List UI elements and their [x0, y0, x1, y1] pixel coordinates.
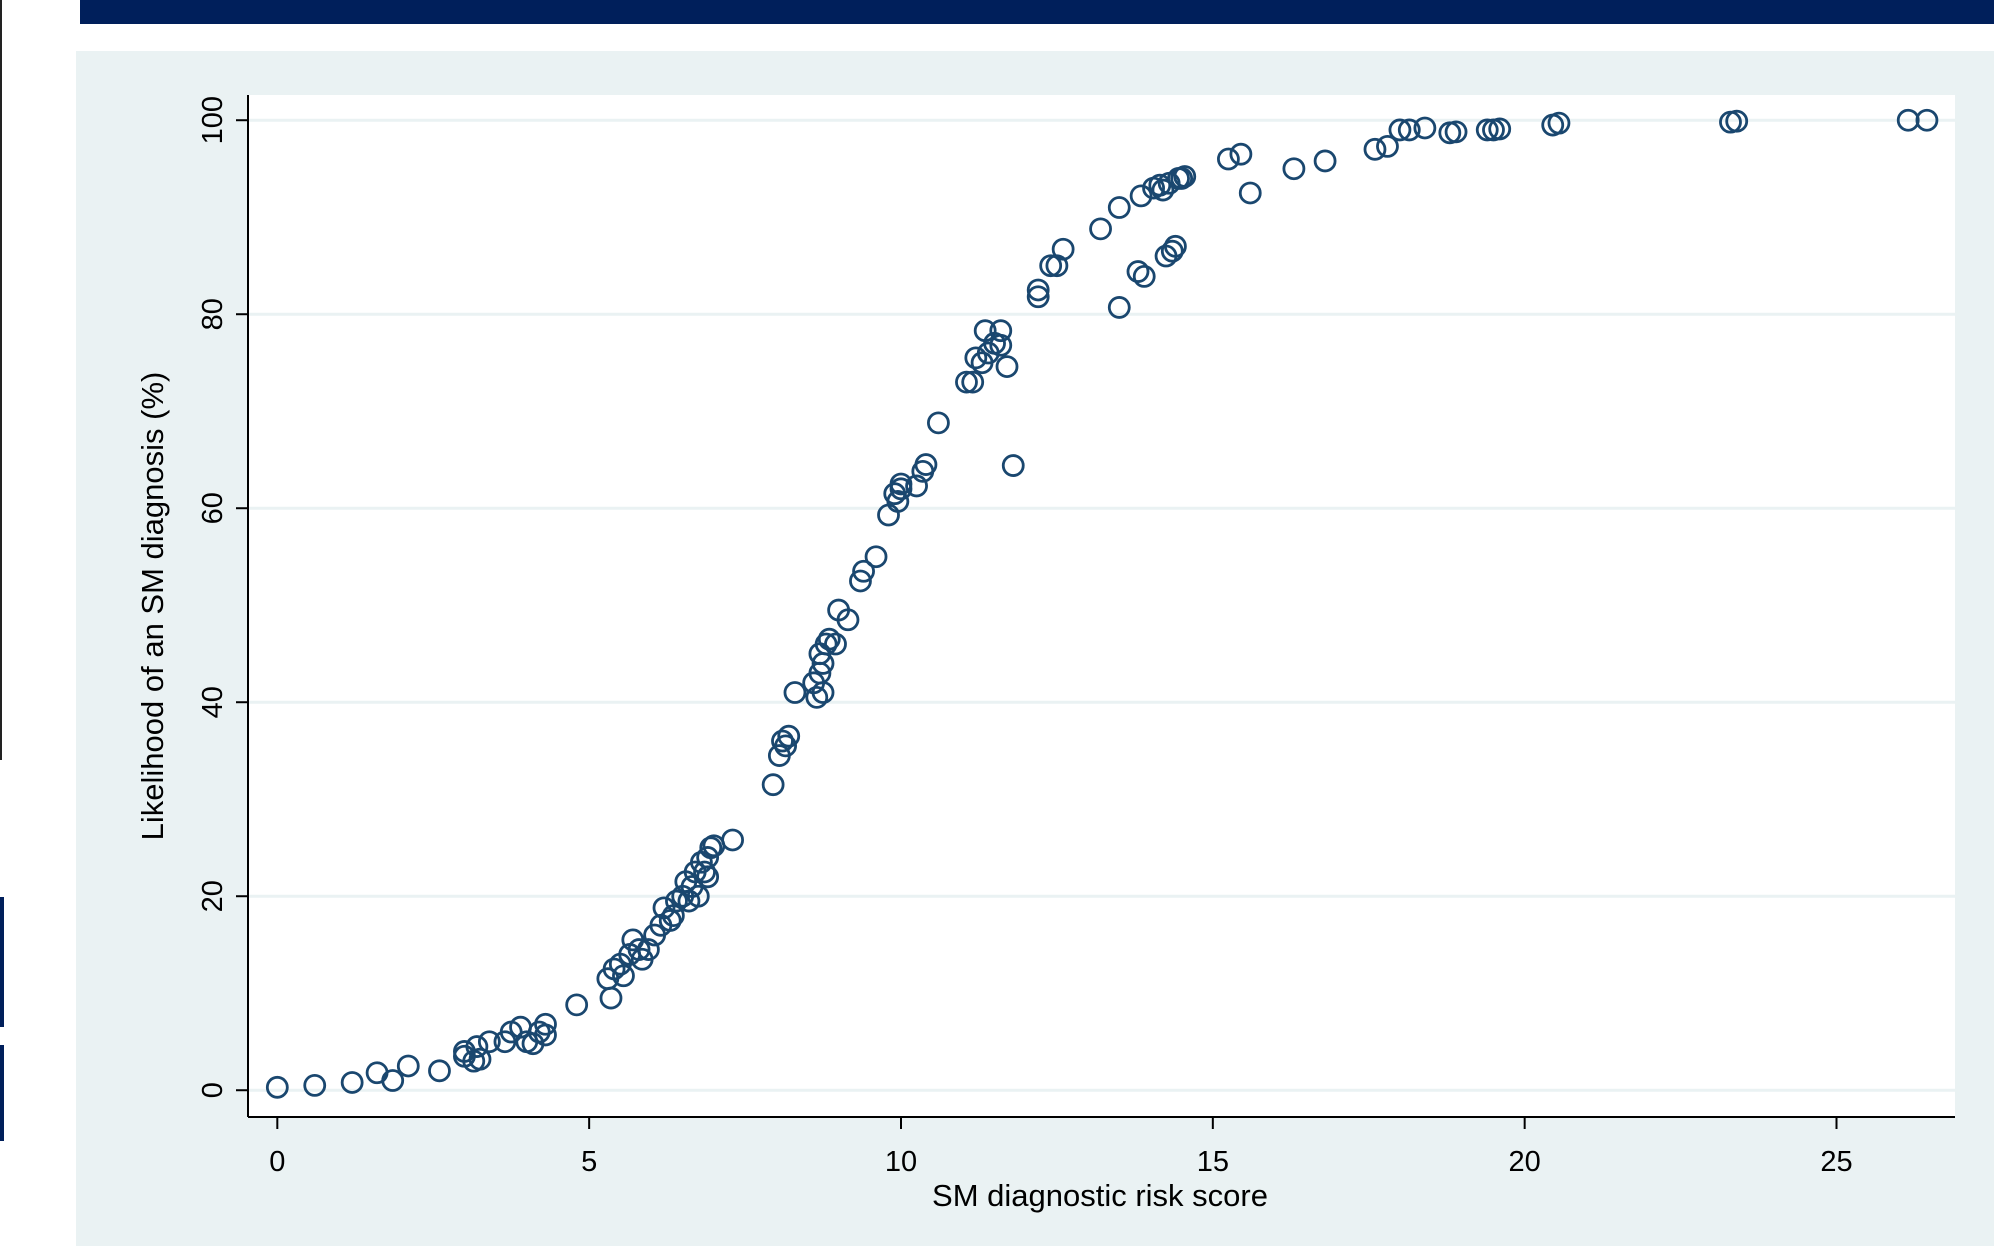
point	[1107, 196, 1131, 219]
point	[805, 685, 829, 709]
point	[1363, 137, 1387, 161]
y-tick-label: 0	[197, 1082, 229, 1098]
point	[761, 773, 785, 797]
point	[1129, 184, 1153, 208]
point	[1444, 120, 1468, 144]
plot-area	[248, 95, 1955, 1117]
point	[1725, 109, 1749, 133]
point	[886, 490, 910, 513]
point	[964, 346, 988, 370]
point	[612, 964, 635, 988]
y-tick-label: 20	[197, 880, 229, 912]
point	[1164, 234, 1187, 258]
x-tick-label: 0	[269, 1146, 285, 1178]
point	[1229, 142, 1253, 166]
point	[1475, 118, 1499, 142]
point	[927, 411, 950, 435]
point	[565, 993, 589, 1017]
point	[814, 632, 838, 656]
point	[1089, 217, 1112, 241]
point	[1107, 296, 1131, 319]
point	[1026, 278, 1050, 302]
point	[777, 724, 801, 748]
y-tick-label: 40	[197, 686, 229, 718]
x-tick-label: 10	[885, 1146, 917, 1178]
point	[783, 681, 807, 704]
point	[534, 1023, 557, 1047]
point	[1151, 178, 1175, 202]
point	[627, 938, 651, 961]
point	[989, 333, 1013, 357]
header-bar	[80, 0, 1994, 24]
y-tick-label: 60	[197, 492, 229, 524]
point	[1173, 165, 1197, 188]
point	[1217, 147, 1240, 171]
point	[905, 474, 928, 498]
point	[824, 632, 847, 656]
point	[1051, 237, 1075, 261]
point	[477, 1030, 501, 1054]
point	[811, 681, 835, 704]
point	[955, 370, 978, 394]
point	[1026, 285, 1050, 309]
point	[849, 569, 872, 593]
point	[1160, 239, 1184, 263]
point	[1282, 157, 1306, 181]
point	[636, 938, 660, 961]
point	[989, 319, 1013, 343]
point	[534, 1012, 557, 1036]
point	[864, 545, 888, 569]
point	[665, 889, 688, 913]
point	[817, 627, 841, 651]
point	[265, 1075, 289, 1099]
y-axis-label: Likelihood of an SM diagnosis (%)	[135, 372, 170, 841]
point	[696, 865, 720, 889]
point	[428, 1059, 451, 1083]
point	[889, 477, 913, 501]
point	[340, 1071, 364, 1094]
x-tick-label: 5	[581, 1146, 597, 1178]
point	[961, 370, 985, 394]
point	[1001, 454, 1025, 477]
side-line	[0, 0, 2, 760]
side-block	[0, 1045, 4, 1141]
point	[1376, 135, 1399, 158]
point	[836, 608, 860, 632]
x-tick-label: 20	[1509, 1146, 1541, 1178]
point	[381, 1069, 405, 1092]
point	[599, 986, 623, 1010]
point	[852, 559, 875, 583]
point	[1915, 108, 1939, 132]
point	[771, 729, 794, 753]
point	[995, 355, 1019, 379]
point	[1132, 264, 1156, 288]
point	[693, 860, 716, 884]
point	[1547, 111, 1571, 135]
point	[774, 734, 798, 758]
point	[468, 1047, 492, 1071]
x-axis-label: SM diagnostic risk score	[932, 1178, 1268, 1213]
point	[1126, 260, 1150, 283]
x-tick-label: 15	[1197, 1146, 1229, 1178]
point	[1039, 254, 1063, 278]
point	[303, 1073, 327, 1097]
point	[686, 884, 710, 908]
side-block	[0, 897, 4, 1027]
point	[1313, 149, 1337, 173]
point	[465, 1035, 489, 1058]
point	[1388, 118, 1412, 142]
point	[1397, 118, 1421, 142]
point	[1488, 117, 1512, 141]
y-tick-label: 80	[197, 298, 229, 330]
point	[721, 828, 744, 852]
x-tick-label: 25	[1820, 1146, 1852, 1178]
point	[1413, 116, 1437, 140]
point	[396, 1054, 420, 1078]
point	[1238, 181, 1262, 205]
point	[661, 904, 685, 928]
point	[914, 453, 938, 476]
y-tick-label: 100	[197, 96, 229, 144]
